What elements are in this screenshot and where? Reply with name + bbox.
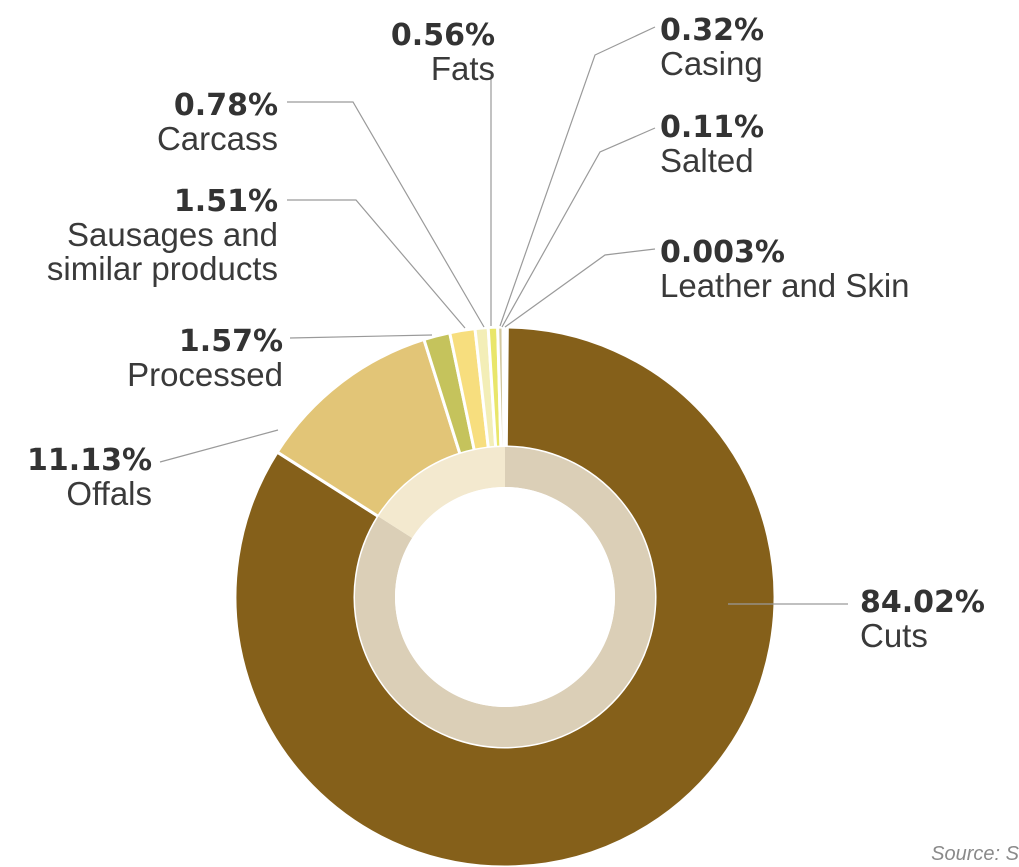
value-label-salted: 0.11% [660,110,764,145]
value-label-carcass: 0.78% [174,88,278,123]
category-label-casing: Casing [660,45,763,82]
category-label-sausages-and-similar-products-line-2: similar products [47,250,278,287]
value-label-sausages-and-similar-products: 1.51% [174,184,278,219]
leader-salted [501,127,656,328]
category-label-sausages-and-similar-products-line-1: Sausages and [67,216,278,253]
value-label-casing: 0.32% [660,13,764,48]
value-label-cuts: 84.02% [860,585,985,620]
slice-leather-and-skin [503,325,509,449]
leader-leather-and-skin [504,248,656,328]
leader-offals [159,429,279,463]
category-label-carcass: Carcass [157,120,278,157]
value-label-leather-and-skin: 0.003% [660,235,785,270]
value-label-processed: 1.57% [179,324,283,359]
source-note: Source: S [931,843,1019,865]
category-label-fats: Fats [431,50,495,87]
inner-ring [355,447,656,747]
category-label-cuts: Cuts [860,617,928,654]
inner-ring-highlight [378,447,505,538]
leader-carcass [287,101,485,328]
category-label-leather-and-skin: Leather and Skin [660,267,910,304]
leader-lines [159,26,848,605]
value-label-offals: 11.13% [27,443,152,478]
leader-sausages-and-similar-products [287,199,466,329]
category-label-salted: Salted [660,142,754,179]
category-label-offals: Offals [66,475,152,512]
category-label-processed: Processed [127,356,283,393]
donut-hole [395,487,615,707]
slice-labels: 84.02%Cuts 11.13%Offals 1.57%Processed 1.51… [27,13,985,654]
value-label-fats: 0.56% [391,18,495,53]
leader-processed [289,334,433,339]
leader-casing [499,26,656,327]
